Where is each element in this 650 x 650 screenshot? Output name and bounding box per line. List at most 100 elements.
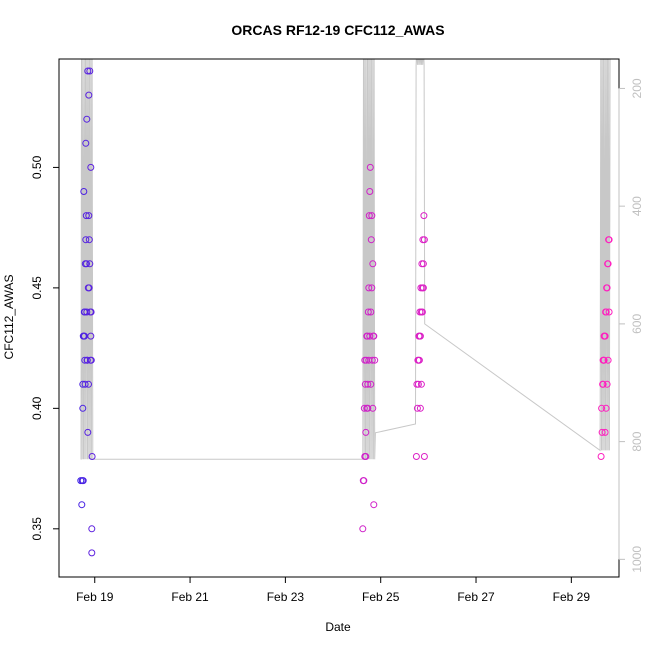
data-point: [83, 308, 91, 316]
data-point: [363, 332, 371, 340]
data-point: [371, 356, 379, 364]
data-point: [78, 501, 86, 509]
data-point: [364, 404, 372, 412]
data-point: [79, 477, 87, 485]
data-point: [365, 212, 373, 220]
data-point: [364, 308, 372, 316]
y2-tick-label: 800: [630, 431, 644, 451]
data-point: [359, 477, 367, 485]
data-point: [604, 356, 612, 364]
data-points-layer: [77, 67, 613, 557]
data-point: [413, 404, 421, 412]
data-point: [366, 332, 374, 340]
data-point: [369, 404, 377, 412]
data-point: [81, 380, 89, 388]
data-point: [366, 163, 374, 171]
data-point: [80, 188, 88, 195]
x-tick-label: Feb 19: [76, 590, 114, 604]
y-tick-label: 0.40: [30, 396, 44, 420]
data-point: [368, 284, 376, 292]
data-point: [605, 236, 613, 244]
data-point: [81, 332, 88, 340]
data-point: [368, 212, 376, 220]
data-point: [366, 188, 374, 195]
x-tick-label: Feb 29: [553, 590, 591, 604]
y-tick-label: 0.35: [30, 517, 44, 541]
y2-tick-label: 1000: [630, 546, 644, 573]
data-point: [361, 356, 369, 364]
data-point: [83, 115, 91, 123]
data-point: [417, 380, 425, 388]
data-point: [84, 428, 92, 436]
data-point: [370, 501, 378, 509]
data-point: [362, 428, 370, 436]
data-point: [86, 260, 94, 268]
data-point: [87, 308, 95, 316]
data-point: [420, 212, 428, 220]
data-point: [419, 236, 427, 244]
x-tick-label: Feb 25: [362, 590, 400, 604]
x-axis: Feb 19 Feb 21 Feb 23 Feb 25 Feb 27 Feb 29: [76, 576, 591, 604]
data-point: [84, 67, 92, 75]
data-point: [83, 260, 90, 268]
data-point: [367, 236, 375, 244]
data-point: [86, 67, 94, 75]
data-point: [88, 549, 96, 557]
data-point: [605, 308, 613, 316]
x-axis-label: Date: [325, 620, 351, 634]
data-point: [601, 428, 609, 436]
data-point: [419, 284, 427, 292]
data-point: [599, 356, 607, 364]
data-point: [599, 380, 607, 388]
y-tick-label: 0.45: [30, 276, 44, 300]
data-point: [418, 308, 426, 316]
data-point: [598, 404, 606, 412]
plot-frame: [58, 58, 620, 578]
data-point: [597, 453, 605, 460]
data-point: [602, 404, 610, 412]
data-point: [416, 404, 424, 412]
data-point: [367, 380, 375, 388]
data-point: [598, 428, 606, 436]
data-point: [600, 332, 608, 340]
data-point: [418, 260, 426, 268]
data-point: [82, 212, 90, 220]
data-point: [85, 212, 93, 220]
chart-title: ORCAS RF12-19 CFC112_AWAS: [231, 22, 444, 38]
data-point: [85, 236, 93, 244]
y2-tick-label: 600: [630, 314, 644, 334]
y-axis-label: CFC112_AWAS: [2, 275, 16, 360]
data-point: [87, 163, 95, 171]
data-point: [79, 404, 87, 412]
data-point: [362, 453, 370, 460]
y2-tick-label: 200: [630, 78, 644, 98]
x-tick-label: Feb 21: [171, 590, 209, 604]
y2-tick-label: 400: [630, 196, 644, 216]
data-point: [414, 356, 422, 364]
data-point: [88, 453, 96, 460]
data-point: [603, 380, 611, 388]
data-point: [420, 453, 428, 460]
data-point: [85, 284, 93, 292]
data-point: [413, 380, 421, 388]
data-point: [367, 308, 375, 316]
data-point: [85, 91, 93, 99]
data-point: [82, 236, 90, 244]
data-point: [603, 284, 611, 292]
data-point: [82, 139, 90, 147]
data-point: [360, 404, 368, 412]
data-point: [416, 308, 424, 316]
data-point: [412, 453, 420, 460]
pressure-line-layer: [80, 59, 611, 460]
data-point: [368, 356, 376, 364]
right-pressure-axis: 200 400 600 800 1000: [618, 78, 644, 573]
data-point: [417, 284, 425, 292]
data-point: [602, 308, 610, 316]
y-axis: 0.35 0.40 0.45 0.50: [30, 155, 60, 541]
data-point: [83, 356, 91, 364]
data-point: [415, 332, 423, 340]
data-point: [359, 525, 367, 533]
data-point: [369, 260, 377, 268]
x-tick-label: Feb 23: [267, 590, 305, 604]
